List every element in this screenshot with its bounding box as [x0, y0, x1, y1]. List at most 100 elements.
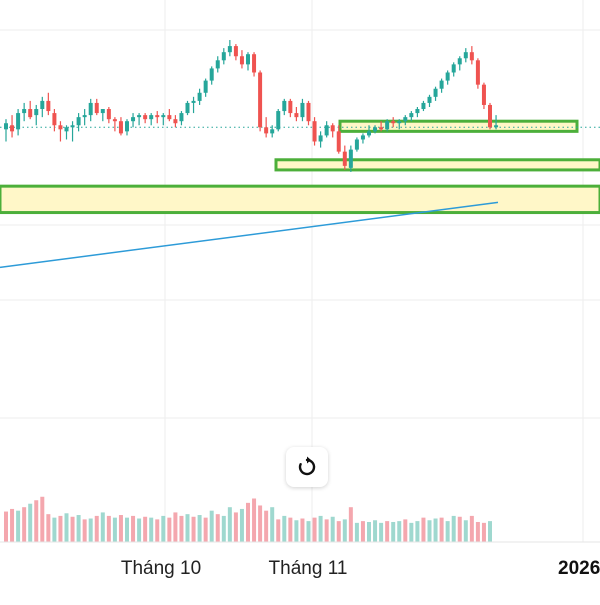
trend-line: [0, 201, 499, 269]
volume-bar: [439, 517, 444, 542]
candle-body: [288, 100, 293, 114]
volume-bar: [481, 522, 486, 542]
candle: [215, 56, 220, 73]
candle: [403, 115, 408, 126]
candle: [112, 117, 117, 132]
volume-bar: [488, 521, 492, 542]
candle: [227, 40, 232, 57]
candle: [221, 48, 226, 65]
candle: [125, 119, 129, 136]
candle-body: [330, 125, 335, 132]
candle: [276, 109, 281, 132]
volume-bar: [185, 514, 190, 542]
volume-bar: [469, 515, 474, 542]
volume-bar: [276, 519, 281, 542]
volume-bar: [125, 517, 129, 542]
candle-body: [82, 115, 87, 118]
volume-bar: [233, 512, 238, 542]
volume-bar: [118, 515, 123, 542]
candle: [457, 56, 462, 71]
candle-body: [421, 102, 426, 110]
candle-body: [197, 92, 202, 101]
candle: [330, 123, 335, 138]
volume-bar: [360, 521, 365, 542]
candle-body: [100, 109, 105, 114]
volume-bar: [197, 515, 202, 542]
volume-bar: [173, 512, 178, 542]
volume-bar: [421, 517, 426, 542]
volume-bar: [82, 519, 87, 542]
candle-body: [155, 115, 160, 118]
volume-bar: [46, 514, 51, 542]
volume-bar: [203, 517, 208, 542]
candle: [246, 52, 250, 71]
candle-body: [10, 125, 15, 132]
candle: [209, 66, 214, 85]
candle: [40, 96, 45, 118]
candle: [70, 121, 75, 142]
candle-body: [300, 102, 305, 118]
candle: [367, 125, 371, 138]
candle: [239, 50, 244, 69]
candle: [149, 113, 154, 126]
candle: [481, 82, 486, 110]
candle: [360, 133, 365, 144]
candle-body: [88, 102, 93, 116]
candle: [185, 100, 190, 116]
candle: [475, 58, 480, 89]
volume-bar: [385, 521, 390, 542]
volume-bar: [397, 521, 402, 542]
candle-body: [4, 123, 8, 130]
candle-body: [264, 127, 269, 134]
candle-body: [409, 113, 414, 118]
candle: [203, 78, 208, 97]
candle: [58, 121, 63, 142]
candle-body: [34, 109, 39, 116]
candle-body: [167, 115, 172, 120]
volume-bar: [258, 505, 263, 542]
volume-bar: [215, 514, 220, 542]
candle: [324, 121, 329, 138]
candle-body: [179, 113, 184, 122]
candle: [191, 96, 196, 114]
candle-body: [46, 100, 51, 112]
reset-chart-button[interactable]: [286, 447, 328, 487]
volume-bar: [94, 515, 99, 542]
candle-body: [494, 125, 499, 128]
volume-bar: [40, 496, 45, 542]
x-tick-label-year: 2026: [558, 558, 600, 579]
candle: [64, 125, 69, 140]
candle-body: [246, 54, 250, 65]
candle-body: [336, 131, 341, 152]
candle: [415, 106, 420, 118]
volume-bar: [28, 503, 33, 542]
candle-body: [64, 127, 69, 132]
candle-body: [233, 46, 238, 57]
candle: [300, 98, 305, 122]
volume-bar: [155, 519, 160, 542]
candle: [354, 137, 359, 152]
grid: [0, 0, 600, 542]
volume-bar: [445, 521, 450, 542]
candle: [421, 100, 426, 112]
candle-body: [488, 104, 492, 128]
volume-bar: [64, 513, 69, 542]
volume-bar: [161, 515, 166, 542]
candle: [197, 88, 202, 105]
candle-body: [258, 72, 263, 128]
candle: [167, 109, 172, 122]
candle-body: [451, 64, 456, 73]
candle: [391, 117, 396, 128]
rotate-icon: [295, 455, 319, 479]
x-tick-label: Tháng 10: [121, 558, 201, 579]
volume-bar: [336, 521, 341, 542]
volume-bar: [330, 516, 335, 542]
candle-body: [439, 80, 444, 89]
candle-body: [367, 131, 371, 136]
volume-bar: [221, 515, 226, 542]
candle-body: [342, 151, 347, 166]
candle: [161, 113, 166, 126]
volume-bar: [348, 507, 353, 542]
